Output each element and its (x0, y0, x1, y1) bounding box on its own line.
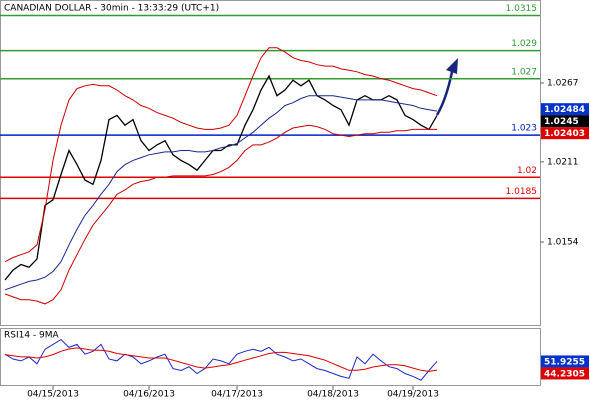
rsi-line (4, 347, 438, 372)
x-tick-label: 04/15/2013 (27, 390, 79, 400)
forecast-arrow (435, 71, 454, 116)
level-label: 1.029 (511, 39, 537, 49)
x-tick-label: 04/19/2013 (387, 390, 439, 400)
price-marker (541, 103, 589, 116)
price-line (4, 95, 438, 291)
rsi-panel (0, 328, 541, 386)
rsi-label: RSI14 - 9MA (4, 331, 60, 341)
level-label: 1.0185 (506, 187, 538, 197)
price-line (4, 74, 438, 281)
y-tick-label: 1.0267 (547, 79, 579, 89)
price-marker (541, 355, 589, 368)
x-tick-label: 04/18/2013 (307, 390, 359, 400)
price-marker-label: 1.0245 (544, 117, 579, 127)
price-line (4, 124, 437, 305)
price-marker-label: 44.2305 (544, 369, 585, 379)
level-label: 1.02 (517, 166, 537, 176)
y-tick-label: 1.0211 (547, 157, 579, 167)
level-label: 1.0315 (506, 4, 538, 14)
x-tick-label: 04/17/2013 (211, 390, 263, 400)
chart-title: CANADIAN DOLLAR - 30min - 13:33:29 (UTC+… (4, 4, 219, 14)
y-tick-label: 1.0154 (547, 237, 579, 247)
level-label: 1.023 (511, 124, 537, 134)
price-marker (541, 127, 589, 140)
price-line (4, 47, 438, 263)
x-tick-label: 04/16/2013 (123, 390, 175, 400)
price-marker (541, 367, 589, 380)
level-label: 1.027 (511, 67, 537, 77)
price-panel (0, 0, 541, 326)
forecast-arrowhead (446, 58, 458, 74)
price-marker-label: 1.02484 (544, 105, 585, 115)
price-marker (541, 115, 589, 128)
rsi-line (4, 338, 438, 381)
price-marker-label: 51.9255 (544, 357, 585, 367)
price-marker-label: 1.02403 (544, 129, 585, 139)
